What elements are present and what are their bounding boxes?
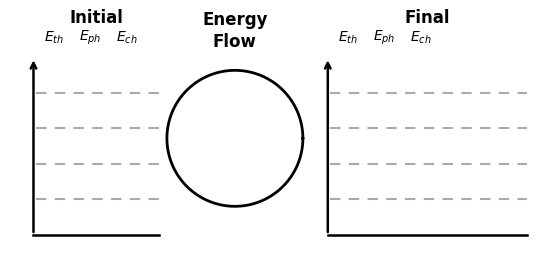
Text: $E_{th}$: $E_{th}$ (44, 30, 64, 46)
Text: $E_{ch}$: $E_{ch}$ (410, 30, 431, 46)
Text: Energy
Flow: Energy Flow (202, 11, 268, 51)
Text: $E_{th}$: $E_{th}$ (338, 30, 359, 46)
Text: $E_{ph}$: $E_{ph}$ (79, 29, 102, 47)
Text: Final: Final (404, 9, 450, 27)
Text: $E_{ch}$: $E_{ch}$ (116, 30, 137, 46)
Text: $E_{ph}$: $E_{ph}$ (373, 29, 396, 47)
Text: Initial: Initial (70, 9, 123, 27)
